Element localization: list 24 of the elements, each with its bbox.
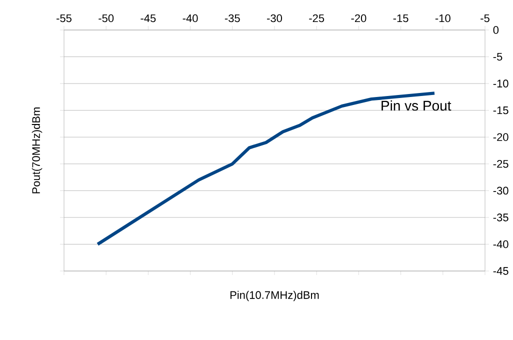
y-tick-label: -30 [493, 186, 508, 195]
x-tick-label: -20 [351, 14, 366, 22]
x-tick-label: -30 [267, 14, 282, 22]
y-axis-title: Pout(70MHz)dBm [32, 108, 42, 194]
y-tick-label: -20 [493, 133, 508, 142]
series-label: Pin vs Pout [382, 100, 452, 111]
x-tick-label: -45 [140, 14, 156, 22]
x-tick-label: -55 [56, 14, 72, 22]
y-tick-label: -45 [493, 267, 508, 275]
y-tick-label: -25 [493, 160, 508, 168]
y-tick-label: -35 [493, 214, 508, 222]
y-tick-label: 0 [493, 26, 499, 34]
y-tick-label: -15 [493, 106, 508, 114]
x-axis-title: Pin(10.7MHz)dBm [230, 290, 319, 302]
x-tick-label: -10 [435, 14, 450, 22]
x-tick-label: -50 [98, 14, 114, 22]
y-tick-label: -5 [493, 52, 502, 61]
x-tick-label: -5 [480, 14, 490, 22]
x-tick-label: -35 [224, 14, 240, 22]
y-tick-label: -40 [493, 240, 508, 248]
x-tick-label: -15 [393, 14, 408, 22]
x-tick-label: -25 [309, 14, 324, 22]
x-tick-label: -40 [182, 14, 198, 22]
y-tick-label: -10 [493, 80, 508, 88]
